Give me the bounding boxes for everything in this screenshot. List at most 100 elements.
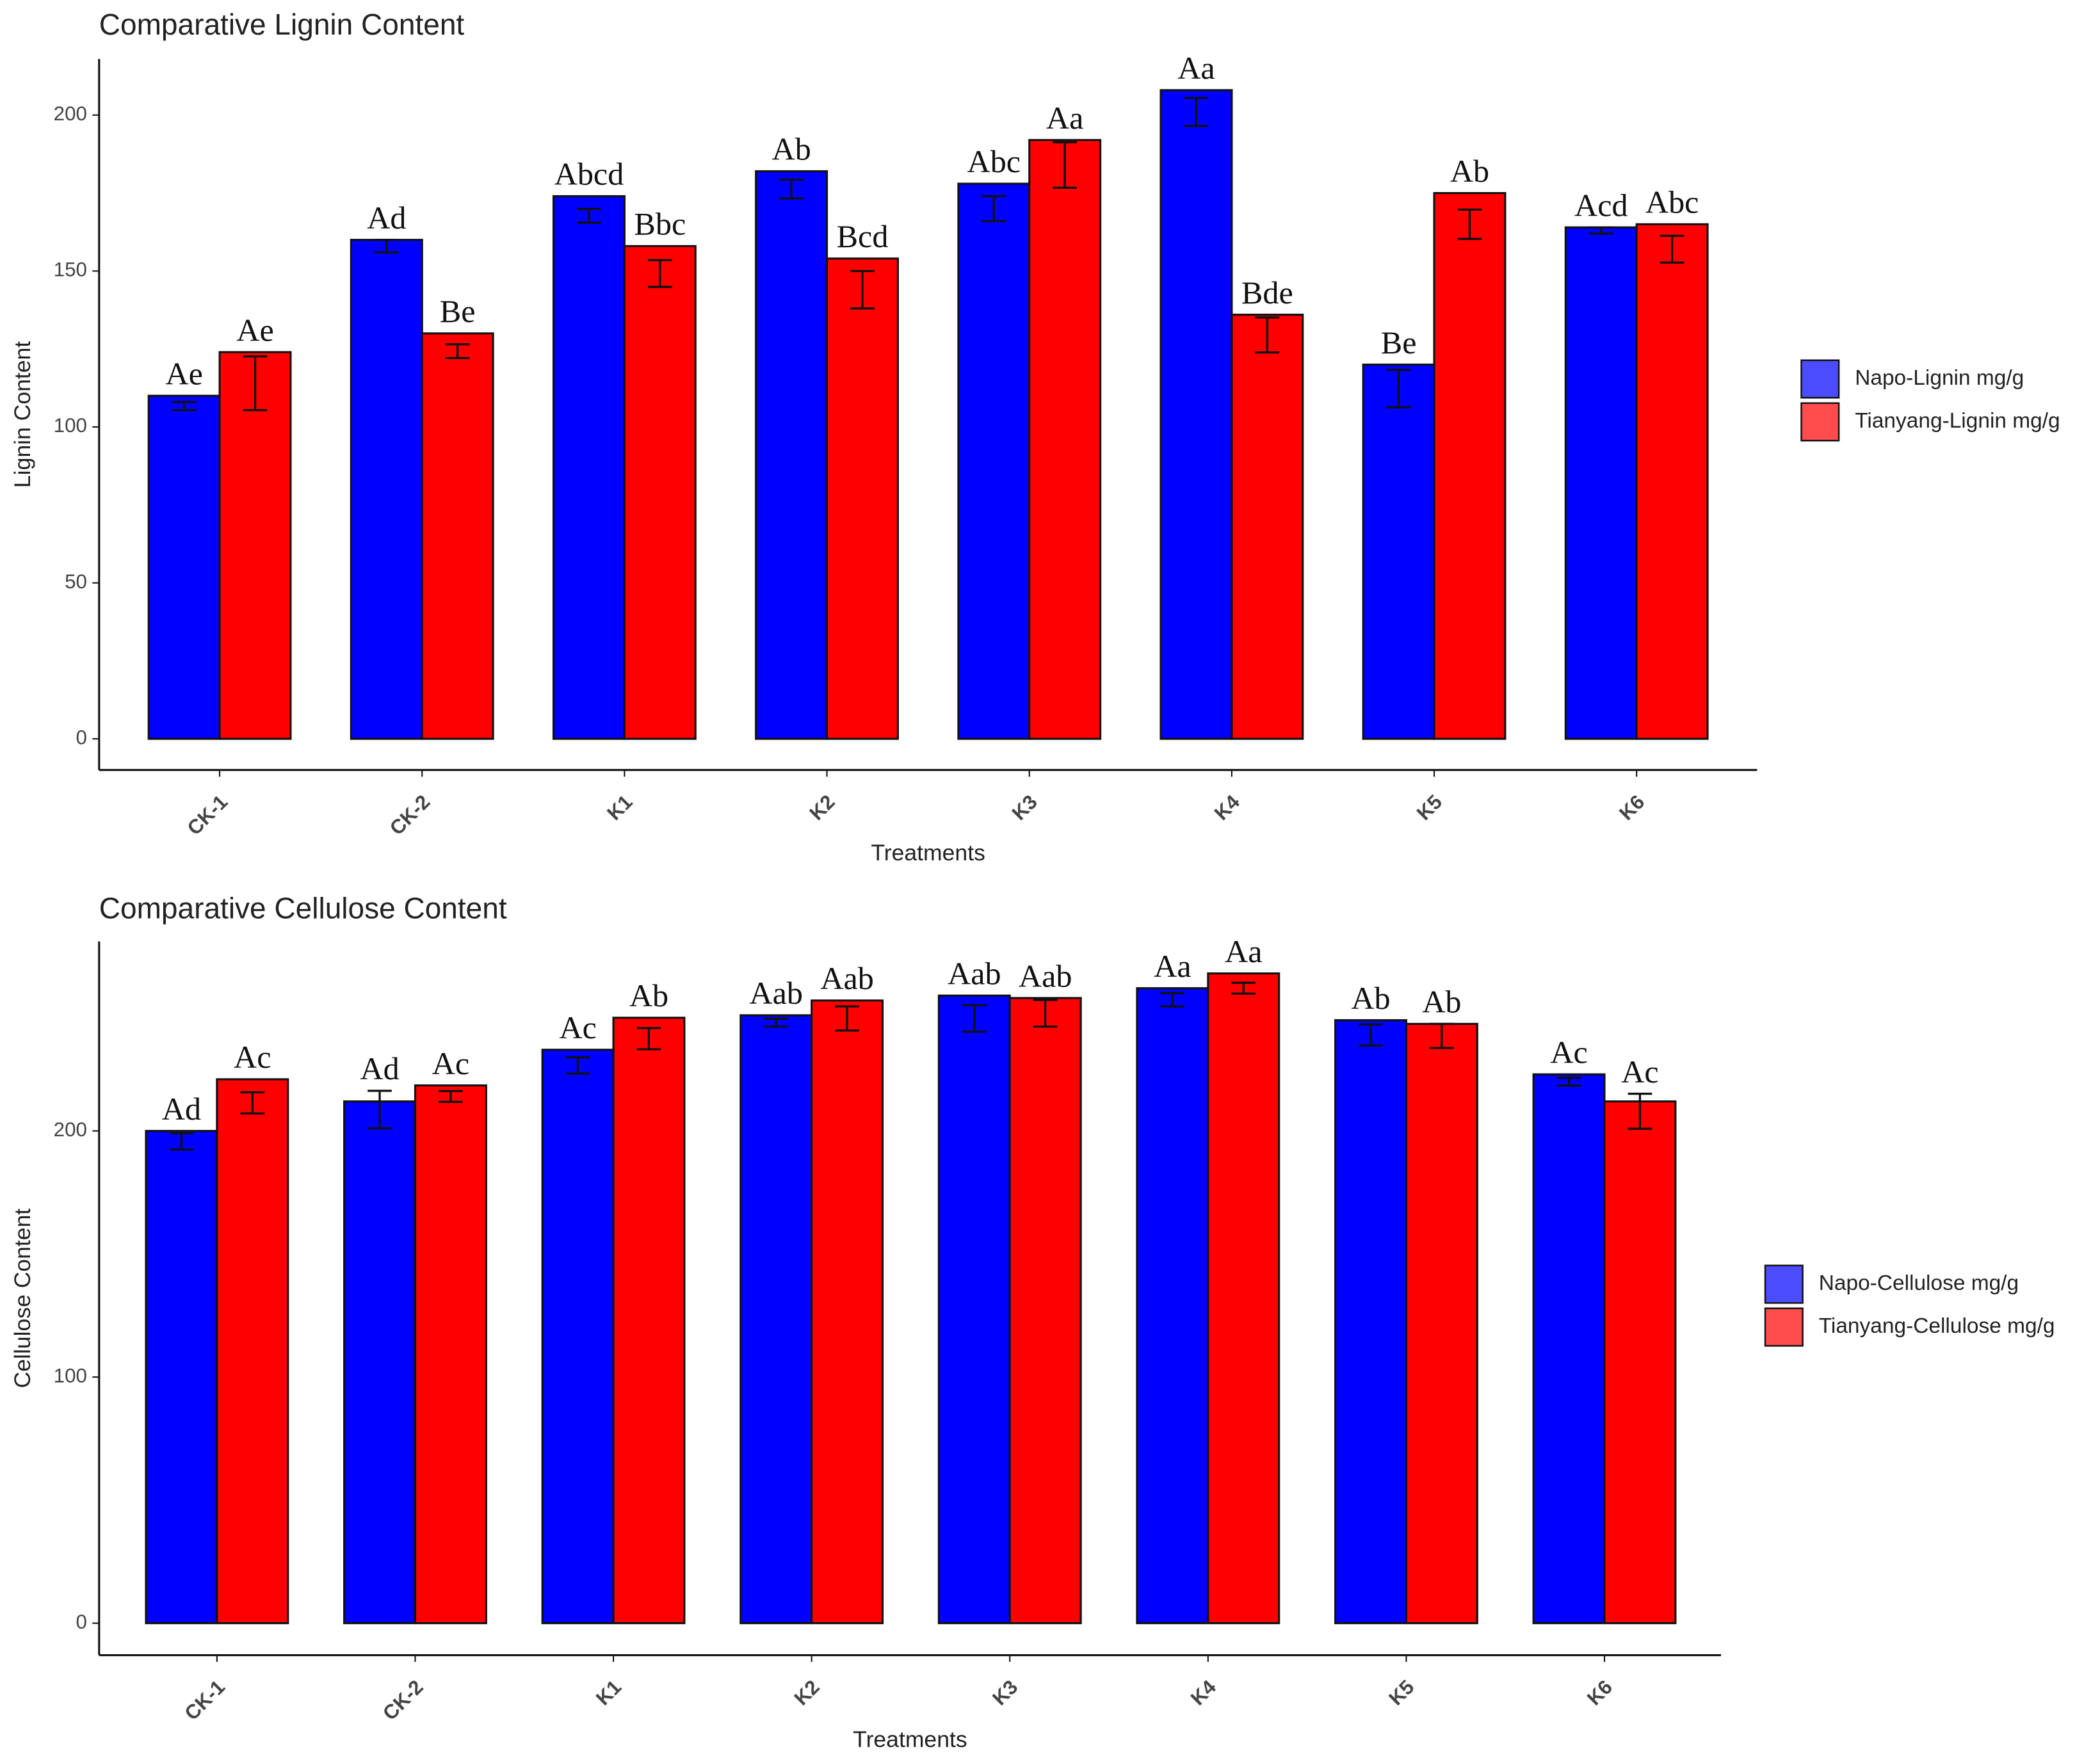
bar	[1405, 1022, 1478, 1625]
y-tick-label: 200	[54, 102, 87, 125]
bar	[811, 999, 884, 1625]
legend-swatch	[1764, 1264, 1804, 1304]
significance-label: Ab	[1422, 984, 1461, 1020]
bar	[216, 1078, 289, 1625]
error-bar	[565, 1056, 590, 1075]
x-tick-label: K1	[602, 791, 636, 825]
error-bar	[1556, 1076, 1581, 1087]
significance-label: Ac	[432, 1045, 470, 1081]
bar	[1207, 972, 1280, 1625]
significance-label: Ac	[234, 1039, 271, 1075]
x-tick-label: K3	[988, 1676, 1022, 1710]
significance-label: Aa	[1046, 100, 1084, 136]
significance-label: Aab	[948, 955, 1001, 991]
error-bar	[1184, 97, 1209, 127]
bar	[739, 1014, 813, 1625]
error-bar	[439, 1090, 463, 1103]
error-bar	[169, 1132, 194, 1151]
y-tick-label: 50	[65, 570, 87, 593]
x-tick-label: K5	[1385, 1676, 1419, 1710]
bar	[1008, 997, 1082, 1625]
x-tick-label: K4	[1210, 791, 1244, 825]
chart-title: Comparative Cellulose Content	[99, 892, 507, 925]
significance-label: Aab	[749, 975, 803, 1011]
bar	[414, 1084, 487, 1625]
significance-label: Ab	[1450, 153, 1489, 189]
error-bar	[1660, 234, 1684, 264]
bar	[1334, 1019, 1407, 1625]
x-tick-label: K4	[1186, 1675, 1220, 1709]
error-bar	[172, 401, 197, 412]
x-tick-label: K2	[805, 791, 839, 825]
significance-label: Ac	[1550, 1034, 1588, 1070]
error-bar	[636, 1027, 661, 1051]
bar	[1564, 226, 1638, 740]
x-tick-label: K6	[1583, 1676, 1617, 1710]
x-tick-label: CK-1	[183, 791, 232, 840]
error-bar	[835, 1005, 859, 1032]
significance-label: Aa	[1177, 50, 1215, 86]
significance-label: Be	[440, 293, 476, 329]
bar	[541, 1049, 615, 1625]
error-bar	[1386, 369, 1411, 408]
significance-label: Bde	[1241, 275, 1293, 310]
error-bar	[1628, 1092, 1652, 1130]
error-bar	[1588, 226, 1613, 235]
error-bar	[850, 270, 875, 310]
error-bar	[1160, 992, 1185, 1008]
legend-label: Tianyang-Lignin mg/g	[1855, 409, 2060, 433]
significance-label: Bcd	[837, 218, 889, 254]
bar	[1159, 89, 1233, 740]
y-tick-label: 0	[76, 1611, 87, 1633]
y-tick-label: 0	[76, 726, 87, 748]
x-tick-label: K1	[592, 1676, 626, 1710]
bar	[755, 170, 828, 740]
significance-label: Aab	[1019, 958, 1072, 994]
chart-title: Comparative Lignin Content	[99, 8, 465, 41]
significance-label: Abc	[1645, 184, 1699, 220]
x-axis-title: Treatments	[871, 840, 985, 865]
significance-label: Ad	[367, 200, 406, 236]
significance-label: Bbc	[634, 206, 686, 242]
error-bar	[648, 259, 672, 288]
legend-swatch	[1800, 402, 1840, 442]
significance-label: Ab	[629, 978, 668, 1013]
significance-label: Ae	[236, 312, 274, 348]
bar	[623, 245, 697, 740]
x-axis-title: Treatments	[853, 1727, 967, 1752]
bar	[957, 182, 1031, 740]
significance-label: Ab	[771, 131, 811, 167]
bar	[1028, 139, 1102, 740]
y-tick-label: 100	[54, 1364, 87, 1387]
error-bar	[1053, 141, 1077, 189]
bar	[937, 994, 1011, 1625]
error-bar	[981, 195, 1006, 223]
significance-label: Ac	[559, 1010, 597, 1045]
bar	[612, 1017, 686, 1625]
error-bar	[445, 343, 470, 359]
y-axis-title: Lignin Content	[10, 341, 35, 488]
significance-label: Abc	[967, 143, 1021, 179]
bar	[1362, 363, 1435, 740]
error-bar	[243, 355, 268, 412]
bar	[552, 195, 626, 740]
bar	[1635, 223, 1709, 740]
significance-label: Ad	[360, 1051, 399, 1086]
x-tick-label: CK-2	[378, 1676, 428, 1725]
bar	[350, 239, 423, 740]
x-tick-label: K3	[1008, 791, 1042, 825]
x-tick-label: K5	[1412, 791, 1446, 825]
bar	[145, 1130, 218, 1625]
bar	[421, 332, 494, 740]
bar	[1136, 987, 1209, 1625]
error-bar	[1255, 316, 1280, 354]
x-tick-label: CK-2	[385, 791, 435, 840]
error-bar	[240, 1091, 265, 1115]
bar	[147, 394, 221, 740]
significance-label: Be	[1381, 325, 1417, 360]
error-bar	[962, 1004, 987, 1033]
error-bar	[1359, 1023, 1383, 1047]
legend-label: Napo-Cellulose mg/g	[1819, 1271, 2019, 1295]
error-bar	[1457, 208, 1482, 240]
bar	[218, 351, 292, 740]
